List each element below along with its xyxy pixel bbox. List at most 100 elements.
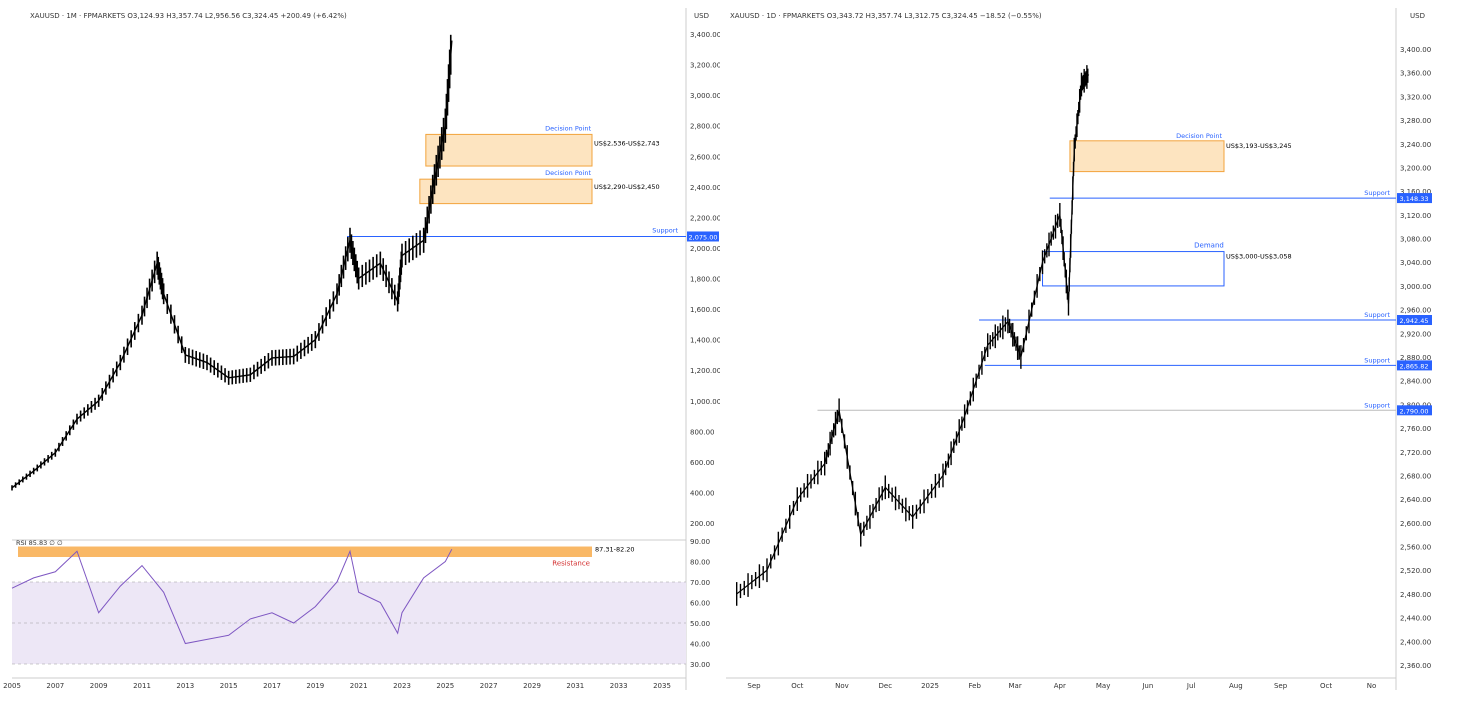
zone-title: Demand — [1194, 242, 1224, 250]
time-tick-label: 2025 — [436, 682, 454, 690]
zone-range-label: US$3,000-US$3,058 — [1226, 253, 1292, 261]
price-tick-label: 2,960.00 — [1400, 307, 1431, 315]
support-value-badge — [687, 231, 719, 242]
time-tick-label: Oct — [1320, 682, 1332, 690]
price-tick-label: 3,000.00 — [1400, 283, 1431, 291]
rsi-band-label: 87.31-82.20 — [595, 545, 635, 553]
price-tick-label: 3,400.00 — [690, 31, 720, 39]
price-tick-label: 2,720.00 — [1400, 449, 1431, 457]
price-tick-label: 3,280.00 — [1400, 117, 1431, 125]
decision-zone-2 — [419, 178, 593, 205]
time-tick-label: Dec — [879, 682, 893, 690]
daily-chart-svg: 3,400.00 3,360.00 3,320.00 3,280.00 3,240.00… — [726, 8, 1432, 690]
rsi-header: RSI 85.83 ∅ ∅ — [16, 539, 63, 547]
price-tick-label: 1,400.00 — [690, 337, 720, 345]
time-tick-label: 2009 — [90, 682, 108, 690]
daily-chart-panel: XAUUSD · 1D · FPMARKETS O3,343.72 H3,357… — [724, 0, 1444, 714]
price-tick-label: 3,040.00 — [1400, 259, 1431, 267]
support-value: 3,148.33 — [1400, 195, 1429, 203]
time-tick-label: Aug — [1229, 682, 1243, 690]
time-tick-label: Apr — [1054, 682, 1066, 690]
support-value-badge — [1397, 360, 1432, 371]
currency-label: USD — [694, 12, 709, 20]
time-tick-label: 2029 — [523, 682, 541, 690]
price-tick-label: 3,360.00 — [1400, 70, 1431, 78]
support-value: 2,075.00 — [689, 233, 718, 241]
price-tick-label: 2,600.00 — [690, 153, 720, 161]
time-tick-label: Jun — [1141, 682, 1153, 690]
decision-zone-1 — [425, 133, 593, 167]
price-tick-label: 2,440.00 — [1400, 615, 1431, 623]
currency-label: USD — [1410, 12, 1425, 20]
price-tick-label: 1,600.00 — [690, 306, 720, 314]
price-tick-label: 200.00 — [690, 520, 715, 528]
price-tick-label: 2,400.00 — [690, 184, 720, 192]
price-tick-label: 2,520.00 — [1400, 567, 1431, 575]
price-tick-label: 2,000.00 — [690, 245, 720, 253]
support-value: 2,790.00 — [1400, 407, 1429, 415]
time-tick-label: 2023 — [393, 682, 411, 690]
price-tick-label: 2,880.00 — [1400, 354, 1431, 362]
time-tick-label: 2013 — [176, 682, 194, 690]
decision-zone — [1069, 140, 1225, 173]
chart-header: XAUUSD · 1M · FPMARKETS O3,124.93 H3,357… — [30, 12, 347, 20]
time-tick-label: Jul — [1186, 682, 1196, 690]
rsi-tick-label: 30.00 — [690, 661, 710, 669]
rsi-tick-label: 50.00 — [690, 620, 710, 628]
price-tick-label: 400.00 — [690, 489, 715, 497]
price-tick-label: 1,000.00 — [690, 398, 720, 406]
time-tick-label: 2015 — [220, 682, 238, 690]
price-tick-label: 3,000.00 — [690, 92, 720, 100]
zone-range-label: US$2,536-US$2,743 — [594, 139, 660, 147]
time-tick-label: 2007 — [46, 682, 64, 690]
price-tick-label: 3,400.00 — [1400, 46, 1431, 54]
zone-title: Decision Point — [545, 124, 591, 132]
price-tick-label: 2,480.00 — [1400, 591, 1431, 599]
price-series — [11, 40, 453, 489]
time-tick-label: 2017 — [263, 682, 281, 690]
zone-range-label: US$2,290-US$2,450 — [594, 183, 660, 191]
price-tick-label: 3,200.00 — [690, 62, 720, 70]
rsi-resistance-label: Resistance — [552, 560, 590, 568]
support-label: Support — [1364, 356, 1390, 364]
price-tick-label: 3,160.00 — [1400, 188, 1431, 196]
price-tick-label: 1,800.00 — [690, 276, 720, 284]
time-tick-label: 2019 — [306, 682, 324, 690]
time-tick-label: Nov — [835, 682, 849, 690]
time-tick-label: Oct — [791, 682, 803, 690]
price-tick-label: 2,360.00 — [1400, 662, 1431, 670]
zone-range-label: US$3,193-US$3,245 — [1226, 142, 1292, 150]
time-tick-label: Sep — [1274, 682, 1288, 690]
support-label: Support — [1364, 401, 1390, 409]
time-tick-label: 2031 — [566, 682, 584, 690]
monthly-chart-panel: XAUUSD · 1M · FPMARKETS O3,124.93 H3,357… — [0, 0, 720, 714]
price-tick-label: 2,840.00 — [1400, 378, 1431, 386]
price-tick-label: 2,400.00 — [1400, 638, 1431, 646]
time-tick-label: 2027 — [480, 682, 498, 690]
time-tick-label: 2033 — [610, 682, 628, 690]
time-tick-label: 2025 — [921, 682, 939, 690]
price-tick-label: 2,680.00 — [1400, 472, 1431, 480]
chart-header: XAUUSD · 1D · FPMARKETS O3,343.72 H3,357… — [730, 12, 1042, 20]
price-tick-label: 3,240.00 — [1400, 141, 1431, 149]
support-label: Support — [1364, 311, 1390, 319]
rsi-tick-label: 70.00 — [690, 579, 710, 587]
price-tick-label: 2,200.00 — [690, 214, 720, 222]
rsi-tick-label: 80.00 — [690, 559, 710, 567]
time-tick-label: Mar — [1009, 682, 1022, 690]
support-label: Support — [1364, 189, 1390, 197]
price-tick-label: 3,320.00 — [1400, 93, 1431, 101]
time-tick-label: 2011 — [133, 682, 151, 690]
price-tick-label: 2,560.00 — [1400, 544, 1431, 552]
rsi-tick-label: 90.00 — [690, 538, 710, 546]
zone-title: Decision Point — [545, 169, 591, 177]
price-tick-label: 1,200.00 — [690, 367, 720, 375]
time-tick-label: 2005 — [3, 682, 21, 690]
price-tick-label: 2,600.00 — [1400, 520, 1431, 528]
rsi-tick-label: 60.00 — [690, 600, 710, 608]
price-tick-label: 2,920.00 — [1400, 330, 1431, 338]
time-tick-label: May — [1096, 682, 1110, 690]
price-tick-label: 600.00 — [690, 459, 715, 467]
time-tick-label: Sep — [747, 682, 761, 690]
price-tick-label: 2,760.00 — [1400, 425, 1431, 433]
